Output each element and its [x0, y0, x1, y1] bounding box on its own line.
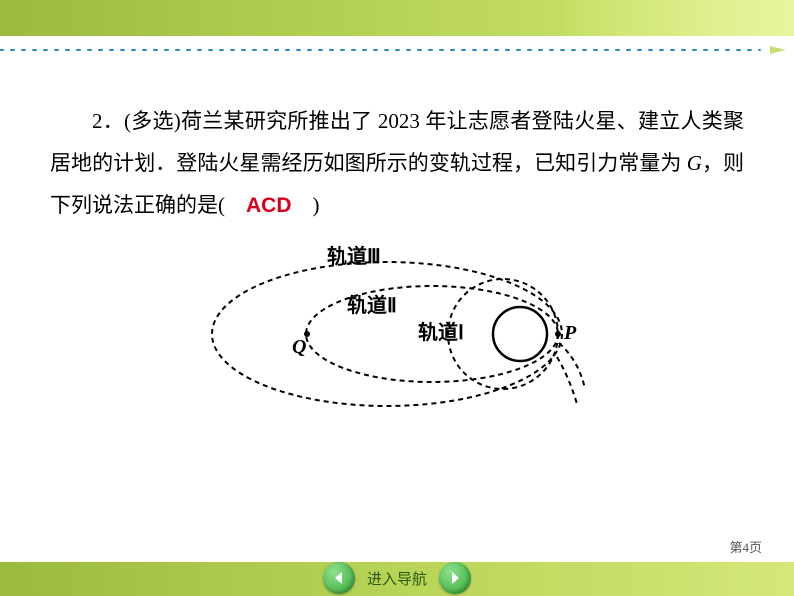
question-answer: ACD [246, 194, 292, 217]
question-prefix: 2．(多选)荷兰某研究所推出了 2023 年让志愿者登陆火星、建立人类聚居地的计… [50, 109, 744, 175]
orbit2-label: 轨道Ⅱ [347, 293, 397, 317]
question-text: 2．(多选)荷兰某研究所推出了 2023 年让志愿者登陆火星、建立人类聚居地的计… [50, 100, 744, 227]
orbit3-label: 轨道Ⅲ [327, 244, 381, 268]
header-dashed-line [0, 44, 794, 56]
chevron-right-icon [447, 570, 463, 586]
content-area: 2．(多选)荷兰某研究所推出了 2023 年让志愿者登陆火星、建立人类聚居地的计… [50, 100, 744, 419]
point-p-label: P [563, 322, 577, 344]
next-button[interactable] [439, 562, 471, 594]
point-q-label: Q [292, 336, 306, 358]
question-var: G [687, 151, 702, 175]
page-number: 第4页 [729, 537, 762, 556]
orbit-diagram: 轨道Ⅲ 轨道Ⅱ 轨道Ⅰ Q P [50, 239, 744, 419]
orbit1-label: 轨道Ⅰ [418, 320, 464, 344]
chevron-left-icon [331, 570, 347, 586]
nav-center-label[interactable]: 进入导航 [361, 568, 433, 589]
nav-group: 进入导航 [323, 562, 471, 594]
top-bar [0, 0, 794, 36]
prev-button[interactable] [323, 562, 355, 594]
question-suffix2: ) [292, 193, 320, 217]
